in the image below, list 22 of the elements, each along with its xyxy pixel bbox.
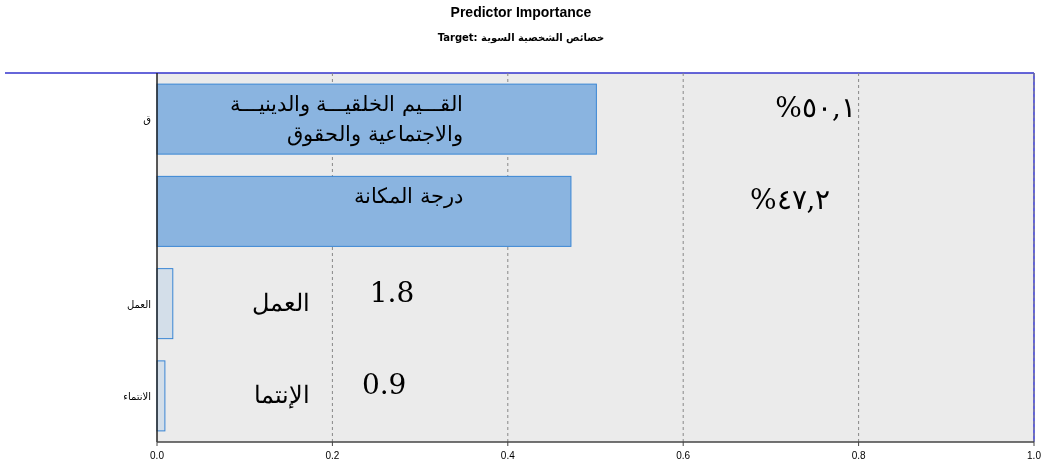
annotation: العمل bbox=[251, 287, 310, 318]
y-tick-label: ق bbox=[143, 114, 151, 126]
bar bbox=[156, 175, 572, 247]
annotation: %٤٧,٢ bbox=[748, 183, 832, 217]
annotation: الإنتما bbox=[253, 379, 310, 410]
annotation: القـــيم الخلقيـــة والدينيـــة والاجتماعية والحقوق bbox=[228, 91, 463, 149]
chart-subtitle: Target: خصائص الشخصية السوية bbox=[437, 32, 605, 44]
x-tick-label: 0.6 bbox=[676, 450, 691, 461]
annotation: %٥٠,١ bbox=[774, 91, 857, 125]
x-tick-label: 0.0 bbox=[150, 450, 165, 461]
y-tick-label: الانتماء bbox=[123, 390, 151, 402]
chart-title: Predictor Importance bbox=[450, 4, 592, 20]
x-tick-label: 0.4 bbox=[500, 450, 516, 461]
x-tick-label: 0.8 bbox=[851, 450, 866, 461]
bar bbox=[156, 83, 597, 155]
annotation: 0.9 bbox=[360, 367, 408, 401]
annotation: درجة المكانة bbox=[353, 183, 463, 211]
x-tick-label: 0.2 bbox=[325, 450, 340, 461]
annotation: 1.8 bbox=[368, 275, 416, 309]
bar bbox=[156, 360, 166, 432]
x-tick-label: 1.0 bbox=[1027, 450, 1042, 461]
y-tick-label: العمل bbox=[126, 298, 151, 310]
